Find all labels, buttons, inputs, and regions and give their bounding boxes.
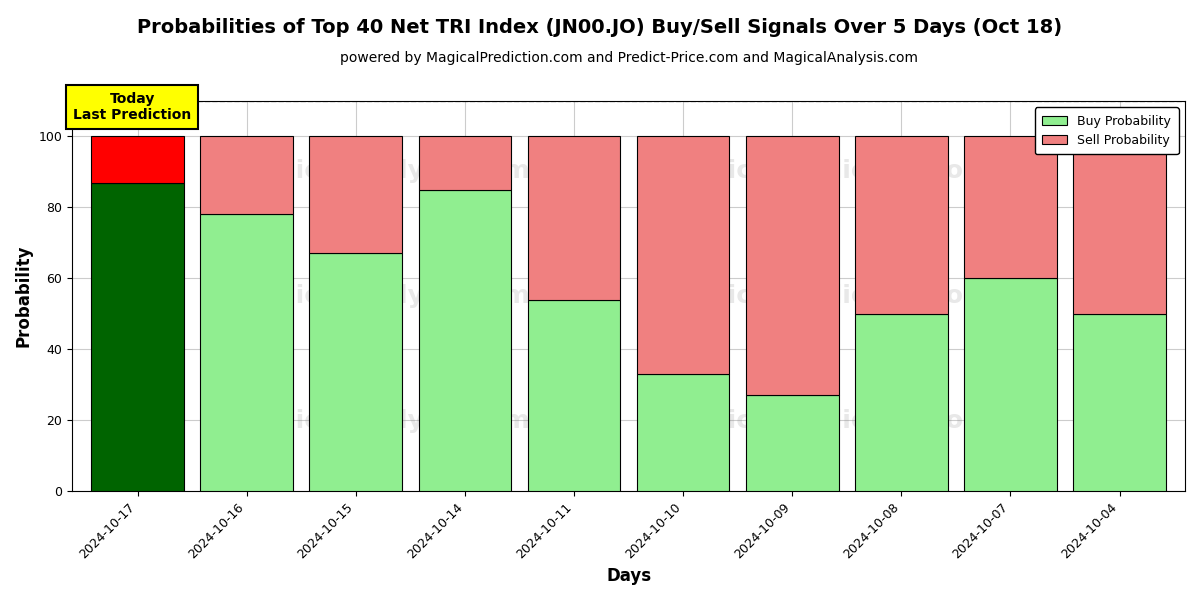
Bar bbox=[200, 136, 293, 214]
Bar bbox=[310, 253, 402, 491]
Bar bbox=[964, 136, 1057, 278]
Bar bbox=[854, 136, 948, 314]
Bar bbox=[528, 299, 620, 491]
Bar bbox=[419, 136, 511, 190]
Bar bbox=[746, 136, 839, 395]
Title: powered by MagicalPrediction.com and Predict-Price.com and MagicalAnalysis.com: powered by MagicalPrediction.com and Pre… bbox=[340, 51, 918, 65]
Bar bbox=[637, 374, 730, 491]
Text: MagicalPrediction.com: MagicalPrediction.com bbox=[668, 409, 990, 433]
Text: MagicalPrediction.com: MagicalPrediction.com bbox=[668, 159, 990, 183]
Bar bbox=[1073, 136, 1166, 314]
Y-axis label: Probability: Probability bbox=[16, 245, 34, 347]
Text: Probabilities of Top 40 Net TRI Index (JN00.JO) Buy/Sell Signals Over 5 Days (Oc: Probabilities of Top 40 Net TRI Index (J… bbox=[138, 18, 1062, 37]
Bar bbox=[964, 278, 1057, 491]
Bar bbox=[200, 214, 293, 491]
Bar bbox=[419, 190, 511, 491]
Bar bbox=[528, 136, 620, 299]
Text: MagicalPrediction.com: MagicalPrediction.com bbox=[668, 284, 990, 308]
Bar bbox=[746, 395, 839, 491]
Text: MagicalAnalysis.com: MagicalAnalysis.com bbox=[236, 284, 530, 308]
Bar bbox=[310, 136, 402, 253]
Text: MagicalAnalysis.com: MagicalAnalysis.com bbox=[236, 409, 530, 433]
Text: MagicalAnalysis.com: MagicalAnalysis.com bbox=[236, 159, 530, 183]
Bar bbox=[1073, 314, 1166, 491]
Bar bbox=[637, 136, 730, 374]
Text: Today
Last Prediction: Today Last Prediction bbox=[73, 92, 191, 122]
Bar bbox=[854, 314, 948, 491]
Legend: Buy Probability, Sell Probability: Buy Probability, Sell Probability bbox=[1034, 107, 1178, 154]
Bar bbox=[91, 136, 184, 182]
X-axis label: Days: Days bbox=[606, 567, 652, 585]
Bar bbox=[91, 182, 184, 491]
